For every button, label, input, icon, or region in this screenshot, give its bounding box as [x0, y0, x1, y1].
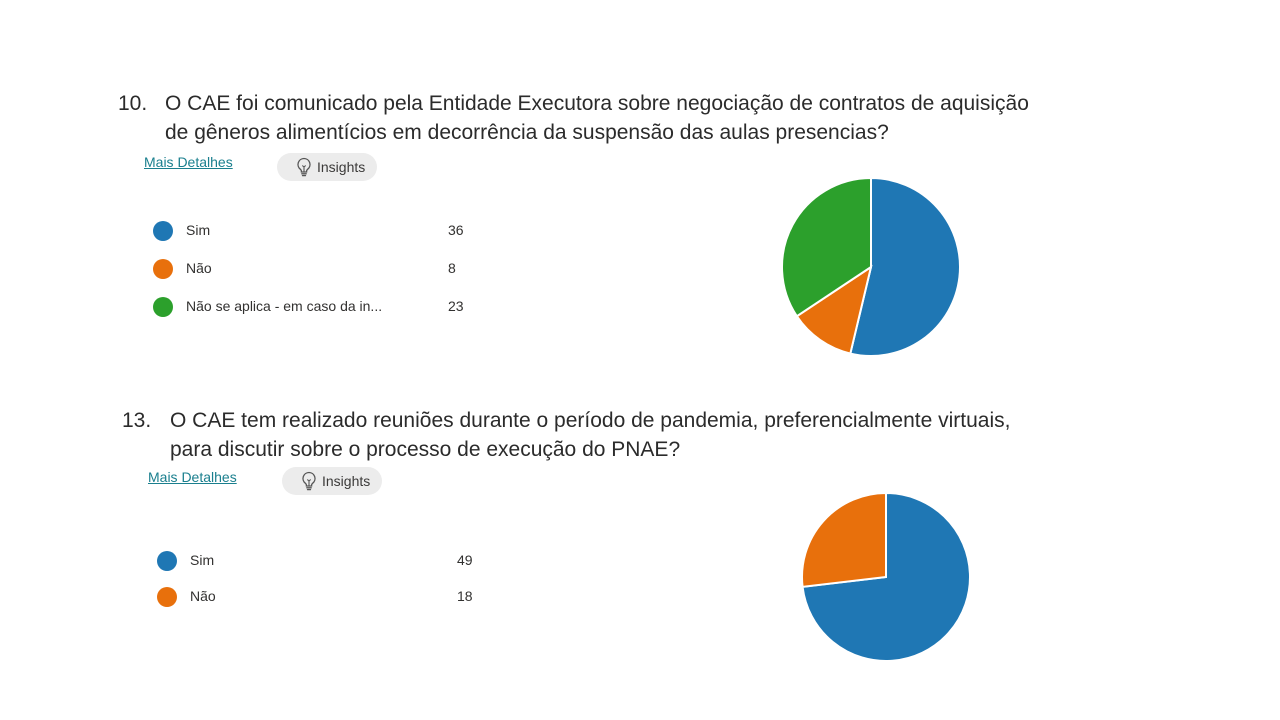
- legend-count: 18: [457, 588, 473, 604]
- pie-slice-sim[interactable]: [849, 176, 961, 357]
- legend-swatch: [153, 221, 173, 241]
- legend-count: 23: [448, 298, 464, 314]
- legend-count: 8: [448, 260, 456, 276]
- legend-swatch: [153, 259, 173, 279]
- legend-item: Sim 49: [157, 551, 487, 571]
- pie-slice-n-o[interactable]: [801, 491, 887, 588]
- question-number: 13.: [122, 409, 152, 432]
- pie-chart: [781, 176, 961, 357]
- question-card: 13. O CAE tem realizado reuniões durante…: [122, 409, 1010, 662]
- question-title-line: de gêneros alimentícios em decorrência d…: [165, 121, 889, 144]
- legend-count: 36: [448, 222, 464, 238]
- lightbulb-icon: [297, 157, 311, 177]
- legend-count: 49: [457, 552, 473, 568]
- legend-label: Não se aplica - em caso da in...: [186, 298, 383, 314]
- pie-slice-n-o[interactable]: [795, 264, 873, 355]
- insights-button[interactable]: Insights: [277, 153, 378, 181]
- legend-label: Não: [190, 588, 216, 604]
- insights-label: Insights: [317, 159, 366, 175]
- legend-swatch: [157, 551, 177, 571]
- legend-swatch: [157, 587, 177, 607]
- legend-item: Não 18: [157, 587, 487, 607]
- question-title-line: para discutir sobre o processo de execuç…: [170, 438, 681, 461]
- legend-swatch: [153, 297, 173, 317]
- insights-button[interactable]: Insights: [282, 467, 383, 495]
- legend-item: Sim 36: [153, 221, 483, 241]
- legend-item: Não 8: [153, 259, 483, 279]
- pie-slice-n-o-se-aplica-em-caso-da-in[interactable]: [781, 176, 872, 318]
- question-number: 10.: [118, 92, 148, 115]
- question-title: 13. O CAE tem realizado reuniões durante…: [122, 406, 1222, 466]
- question-title-line: O CAE foi comunicado pela Entidade Execu…: [165, 92, 1029, 115]
- more-details-link[interactable]: Mais Detalhes: [148, 469, 237, 485]
- lightbulb-icon: [302, 471, 316, 491]
- legend-label: Sim: [186, 222, 211, 238]
- legend-label: Sim: [190, 552, 215, 568]
- legend-item: Não se aplica - em caso da in... 23: [153, 297, 483, 317]
- legend-label: Não: [186, 260, 212, 276]
- question-card: 10. O CAE foi comunicado pela Entidade E…: [118, 89, 1218, 357]
- question-title: 10. O CAE foi comunicado pela Entidade E…: [118, 89, 1218, 149]
- question-title-line: O CAE tem realizado reuniões durante o p…: [170, 409, 1011, 432]
- more-details-link[interactable]: Mais Detalhes: [144, 154, 233, 170]
- insights-label: Insights: [322, 473, 371, 489]
